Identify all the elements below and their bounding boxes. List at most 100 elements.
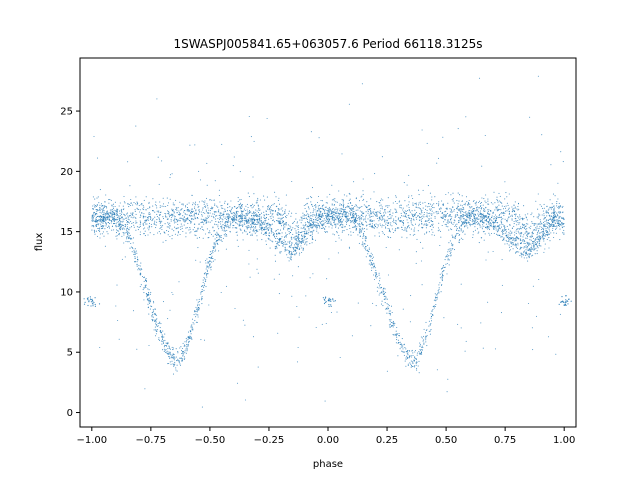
data-point xyxy=(218,210,220,212)
data-point xyxy=(377,224,379,226)
data-point xyxy=(105,216,107,219)
data-point xyxy=(344,212,346,214)
data-point xyxy=(387,308,390,310)
data-point xyxy=(536,250,538,252)
data-point xyxy=(201,215,203,217)
data-point xyxy=(451,248,453,250)
data-point xyxy=(525,249,527,251)
data-point xyxy=(533,224,535,226)
data-point xyxy=(509,233,511,235)
data-point xyxy=(294,254,296,256)
data-point xyxy=(330,210,332,212)
data-point xyxy=(389,213,391,215)
data-point xyxy=(545,210,547,212)
data-point xyxy=(253,229,255,231)
data-point xyxy=(317,195,320,198)
data-point xyxy=(328,218,330,221)
data-point xyxy=(489,234,491,236)
data-point xyxy=(405,365,407,367)
data-point xyxy=(283,243,285,246)
data-point xyxy=(220,226,222,228)
data-point xyxy=(461,208,463,210)
data-point xyxy=(353,215,355,217)
data-point xyxy=(279,222,281,224)
data-point xyxy=(191,324,193,326)
data-point xyxy=(544,224,546,226)
data-point xyxy=(191,217,193,220)
data-point xyxy=(401,350,403,352)
data-point xyxy=(418,202,420,204)
data-point xyxy=(257,204,259,206)
data-point xyxy=(139,265,141,267)
data-point xyxy=(401,226,403,228)
data-point xyxy=(108,199,110,201)
data-point xyxy=(388,228,390,230)
data-point xyxy=(338,237,340,239)
data-point xyxy=(104,212,107,214)
data-point xyxy=(429,208,431,210)
data-point xyxy=(362,228,364,230)
data-point xyxy=(129,214,131,216)
data-point xyxy=(173,212,175,214)
data-point xyxy=(410,366,412,368)
data-point xyxy=(116,211,118,213)
data-point xyxy=(552,220,554,222)
data-point xyxy=(303,239,305,241)
data-point xyxy=(363,230,365,233)
data-point xyxy=(371,254,373,256)
data-point xyxy=(357,209,359,211)
data-point xyxy=(367,209,369,211)
data-point xyxy=(134,209,136,211)
data-point xyxy=(180,223,182,225)
data-point xyxy=(270,225,272,227)
data-point xyxy=(188,202,190,204)
data-point xyxy=(339,213,341,215)
data-point xyxy=(240,206,242,208)
data-point xyxy=(176,370,178,372)
data-point xyxy=(342,205,345,207)
data-point xyxy=(104,218,106,220)
data-point xyxy=(319,218,321,220)
data-point xyxy=(412,224,414,227)
data-point xyxy=(141,203,143,205)
data-point xyxy=(381,206,383,208)
data-point xyxy=(511,241,513,243)
data-point xyxy=(130,226,133,228)
data-point xyxy=(187,341,190,343)
data-point xyxy=(167,352,169,354)
data-point xyxy=(375,211,377,213)
data-point xyxy=(346,206,348,208)
data-point xyxy=(371,219,373,222)
data-point xyxy=(325,216,327,218)
data-point xyxy=(395,210,397,212)
data-point xyxy=(202,201,205,203)
data-point xyxy=(472,231,474,233)
data-point xyxy=(102,210,104,212)
data-point xyxy=(460,215,462,217)
data-point xyxy=(339,219,342,221)
data-point xyxy=(205,219,207,221)
data-point xyxy=(258,221,260,223)
data-point xyxy=(251,217,253,219)
data-point xyxy=(437,211,439,213)
data-point xyxy=(196,230,198,232)
data-point xyxy=(99,237,101,239)
data-point xyxy=(316,217,318,219)
data-point xyxy=(349,198,351,200)
data-point xyxy=(307,213,309,215)
data-point xyxy=(341,220,343,222)
data-point xyxy=(167,226,169,228)
data-point xyxy=(99,231,101,233)
data-point xyxy=(161,220,163,222)
data-point xyxy=(270,209,272,211)
data-point xyxy=(200,218,202,220)
data-point xyxy=(280,218,282,220)
data-point xyxy=(177,351,179,353)
data-point xyxy=(258,215,260,217)
data-point xyxy=(391,228,393,230)
data-point xyxy=(205,218,207,220)
data-point xyxy=(133,202,135,204)
data-point xyxy=(478,242,480,244)
data-point xyxy=(412,216,415,218)
